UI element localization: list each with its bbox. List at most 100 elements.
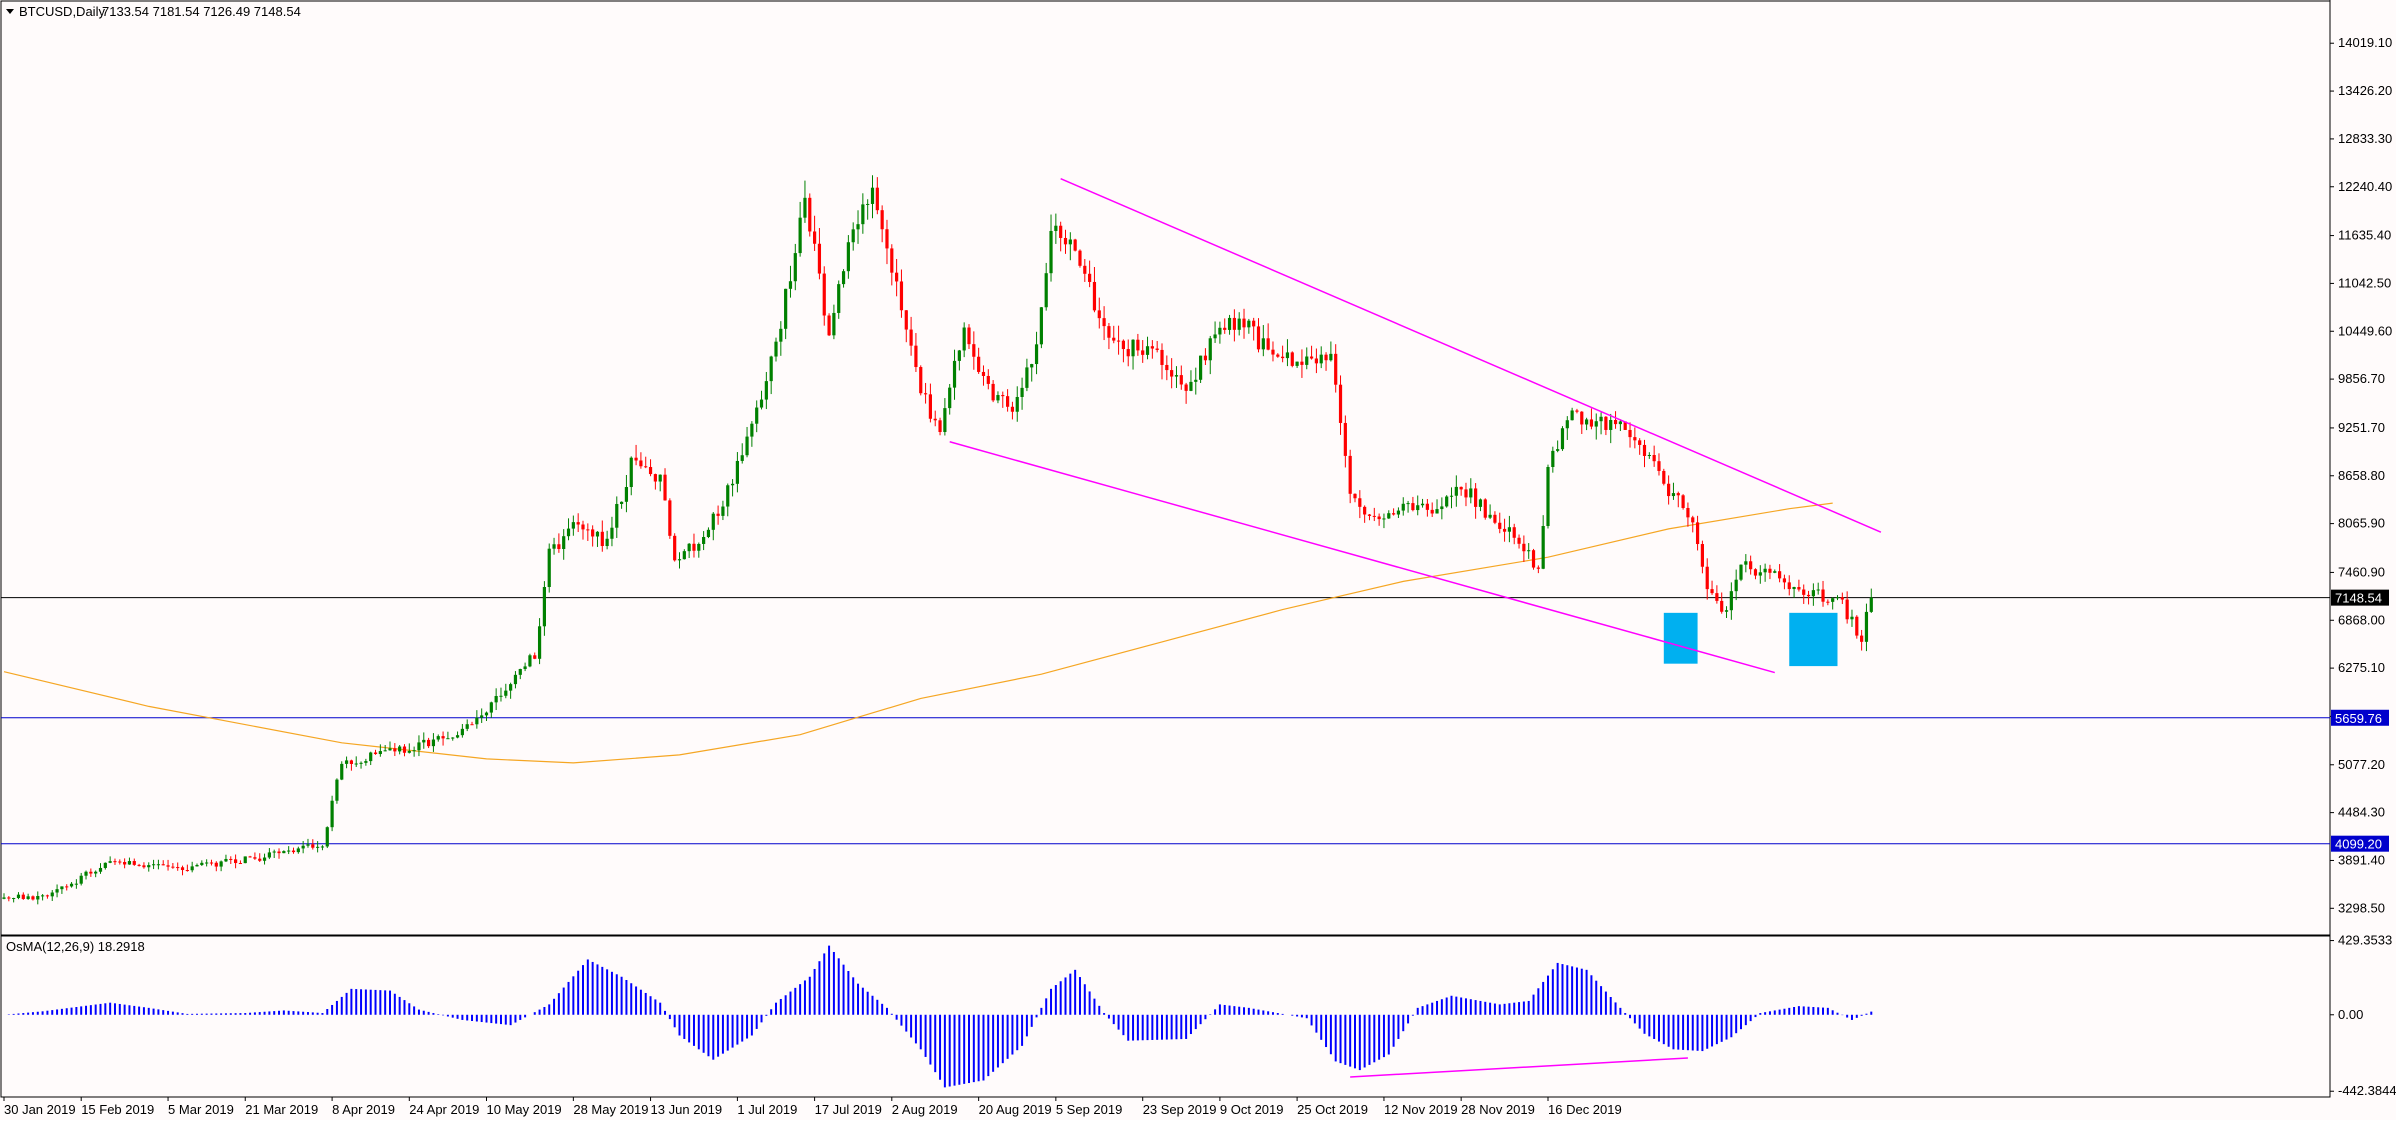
- candle-body: [1618, 421, 1622, 425]
- price-tick-label: 6275.10: [2338, 660, 2385, 675]
- price-label-text: 7148.54: [2335, 591, 2382, 606]
- candle-body: [325, 827, 329, 847]
- chart-menu-triangle-icon[interactable]: [6, 9, 14, 14]
- candle-body: [407, 750, 411, 753]
- candle-body: [1170, 370, 1174, 377]
- candle-body: [788, 281, 793, 289]
- candle-body: [1092, 281, 1097, 311]
- candle-body: [1160, 349, 1164, 365]
- candle-body: [1387, 513, 1391, 519]
- candle-body: [1478, 499, 1483, 507]
- date-tick-label: 30 Jan 2019: [4, 1102, 76, 1117]
- candle-body: [1710, 589, 1714, 594]
- osma-tick-label: 429.3533: [2338, 933, 2392, 948]
- candle-body: [591, 529, 595, 537]
- candle-body: [388, 748, 392, 751]
- candle-body: [629, 457, 633, 488]
- candle-body: [740, 455, 744, 461]
- candle-body: [1131, 339, 1135, 357]
- candle-body: [417, 742, 421, 751]
- candle-body: [962, 327, 966, 351]
- candle-body: [1806, 594, 1811, 597]
- candle-body: [711, 513, 715, 530]
- candle-body: [1589, 419, 1594, 427]
- candle-body: [1155, 348, 1159, 350]
- candle-body: [1797, 586, 1801, 590]
- candle-body: [1363, 506, 1367, 515]
- candle-body: [1343, 422, 1347, 456]
- candle-body: [1281, 356, 1285, 359]
- candle-body: [1136, 339, 1140, 351]
- candle-body: [533, 655, 537, 659]
- candle-body: [1203, 355, 1208, 361]
- candle-body: [176, 867, 180, 869]
- candle-body: [1126, 349, 1130, 357]
- candle-body: [1015, 396, 1019, 412]
- candle-body: [1358, 498, 1362, 507]
- candle-body: [1560, 428, 1565, 450]
- candle-body: [480, 715, 484, 718]
- candle-body: [224, 858, 228, 862]
- candle-body: [262, 857, 267, 861]
- price-tick-label: 7460.90: [2338, 564, 2385, 579]
- price-axis-labels: 7148.54 5659.76 4099.20: [2331, 589, 2389, 852]
- horizontal-lines: [1, 597, 2330, 845]
- candle-body: [21, 894, 25, 899]
- candle-body: [615, 503, 619, 528]
- candle-body: [1194, 379, 1198, 382]
- candle-body: [509, 684, 513, 691]
- candle-body: [547, 548, 551, 588]
- candle-body: [94, 871, 98, 874]
- candle-body: [446, 738, 450, 740]
- candle-body: [1430, 509, 1434, 514]
- candle-body: [1855, 616, 1859, 636]
- candle-body: [89, 871, 93, 874]
- candle-body: [1411, 503, 1415, 511]
- candle-body: [1083, 265, 1087, 274]
- osma-tick-label: 0.00: [2338, 1007, 2363, 1022]
- candle-body: [1044, 273, 1048, 308]
- candle-body: [600, 531, 604, 547]
- candle-body: [31, 896, 35, 900]
- date-tick-label: 10 May 2019: [487, 1102, 562, 1117]
- candle-body: [470, 724, 474, 726]
- candle-body: [1604, 416, 1608, 430]
- candle-body: [209, 862, 214, 864]
- candle-body: [639, 460, 643, 467]
- candle-body: [1850, 616, 1854, 620]
- candle-body: [1536, 567, 1540, 569]
- price-tick-label: 9251.70: [2338, 420, 2385, 435]
- date-tick-label: 5 Sep 2019: [1056, 1102, 1123, 1117]
- date-tick-label: 25 Oct 2019: [1297, 1102, 1368, 1117]
- candle-body: [1097, 310, 1101, 319]
- candle-body: [991, 383, 995, 401]
- price-tick-label: 3298.50: [2338, 900, 2385, 915]
- candle-body: [576, 522, 580, 525]
- candle-body: [1449, 495, 1454, 497]
- candle-body: [730, 483, 735, 486]
- candle-body: [967, 327, 971, 345]
- candle-body: [1256, 326, 1261, 350]
- candle-body: [851, 229, 855, 243]
- candle-body: [1372, 515, 1376, 517]
- candle-body: [1821, 589, 1825, 602]
- candle-body: [1546, 467, 1550, 526]
- candle-body: [1575, 410, 1579, 412]
- price-tick-label: 12240.40: [2338, 179, 2392, 194]
- candle-body: [229, 858, 233, 860]
- candle-body: [258, 858, 262, 861]
- candle-body: [55, 889, 59, 893]
- candle-body: [1184, 384, 1188, 391]
- ohlc-readout: 7133.54 7181.54 7126.49 7148.54: [102, 4, 301, 19]
- candle-body: [875, 187, 879, 211]
- candle-body: [1623, 421, 1627, 430]
- candle-body: [296, 848, 300, 853]
- date-tick-label: 20 Aug 2019: [979, 1102, 1052, 1117]
- candle-body: [1753, 569, 1758, 576]
- candle-body: [1758, 572, 1762, 576]
- candle-body: [1314, 358, 1318, 364]
- candle-body: [84, 871, 88, 876]
- candle-body: [359, 762, 363, 764]
- candle-body: [1580, 411, 1584, 425]
